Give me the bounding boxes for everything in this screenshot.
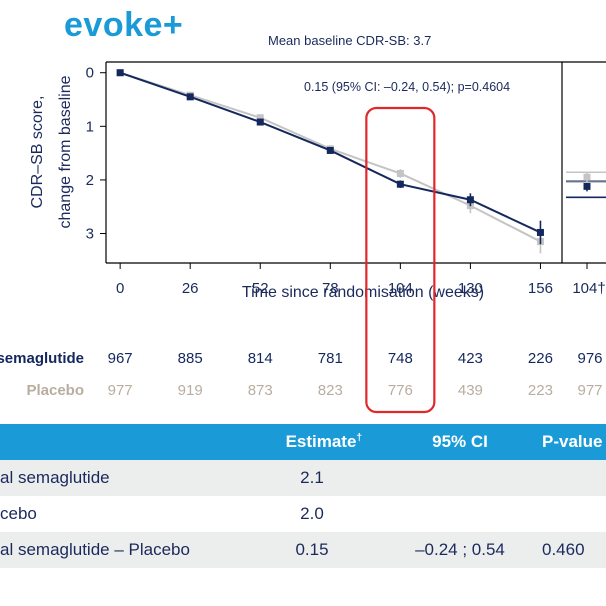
- x-tick-label: 156: [528, 280, 553, 297]
- x-tick-label: 104†: [572, 280, 605, 297]
- side-data-point: [583, 173, 591, 181]
- y-tick-label: 1: [86, 118, 94, 135]
- data-point: [186, 93, 194, 101]
- row-label: al semaglutide: [0, 460, 232, 496]
- at-risk-value: 823: [318, 382, 343, 399]
- at-risk-value: 885: [178, 350, 203, 367]
- at-risk-value: 967: [108, 350, 133, 367]
- at-risk-row-label: Placebo: [26, 382, 84, 399]
- row-label: cebo: [0, 496, 232, 532]
- table-header-estimate: Estimate†: [232, 424, 392, 460]
- data-point: [466, 196, 474, 204]
- data-point: [396, 169, 404, 177]
- x-tick-label: 0: [116, 280, 124, 297]
- at-risk-value: 977: [577, 382, 602, 399]
- at-risk-value: 748: [388, 350, 413, 367]
- at-risk-value: 776: [388, 382, 413, 399]
- row-label: al semaglutide – Placebo: [0, 532, 232, 568]
- row-pvalue: 0.460: [528, 532, 606, 568]
- row-ci: [392, 460, 528, 496]
- at-risk-value: 439: [458, 382, 483, 399]
- data-point: [326, 146, 334, 154]
- table-header-pvalue: P-value: [528, 424, 606, 460]
- data-point: [116, 69, 124, 77]
- x-tick-label: 26: [182, 280, 199, 297]
- x-tick-label: 104: [388, 280, 413, 297]
- row-ci: [392, 496, 528, 532]
- table-row: al semaglutide 2.1: [0, 460, 606, 496]
- side-data-point: [583, 182, 591, 190]
- at-risk-row-label: semaglutide: [0, 350, 84, 367]
- brand-title: evoke+: [64, 6, 184, 44]
- y-tick-label: 3: [86, 226, 94, 243]
- y-tick-label: 0: [86, 65, 94, 82]
- at-risk-value: 873: [248, 382, 273, 399]
- at-risk-value: 781: [318, 350, 343, 367]
- row-estimate: 2.0: [232, 496, 392, 532]
- highlight-box: [365, 106, 436, 414]
- series-line-placebo: [119, 71, 541, 243]
- at-risk-value: 226: [528, 350, 553, 367]
- at-risk-value: 223: [528, 382, 553, 399]
- table-row: al semaglutide – Placebo 0.15 –0.24 ; 0.…: [0, 532, 606, 568]
- line-chart: CDR–SB score, change from baseline Time …: [0, 61, 606, 414]
- table-header-ci: 95% CI: [392, 424, 528, 460]
- row-pvalue: [528, 496, 606, 532]
- table-row: cebo 2.0: [0, 496, 606, 532]
- x-tick-label: 130: [458, 280, 483, 297]
- at-risk-value: 814: [248, 350, 273, 367]
- row-ci: –0.24 ; 0.54: [392, 532, 528, 568]
- at-risk-value: 977: [108, 382, 133, 399]
- y-axis-title-line2: change from baseline: [57, 75, 74, 228]
- y-axis-title-line1: CDR–SB score,: [29, 96, 46, 209]
- at-risk-value: 919: [178, 382, 203, 399]
- chart-subtitle: Mean baseline CDR-SB: 3.7: [268, 33, 432, 48]
- x-tick-label: 78: [322, 280, 339, 297]
- at-risk-value: 423: [458, 350, 483, 367]
- data-point: [536, 228, 544, 236]
- x-axis-title: Time since randomisation (weeks): [242, 284, 484, 301]
- data-point: [396, 180, 404, 188]
- row-estimate: 0.15: [232, 532, 392, 568]
- y-tick-label: 2: [86, 172, 94, 189]
- ci-annotation: 0.15 (95% CI: –0.24, 0.54); p=0.4604: [304, 80, 510, 94]
- data-point: [256, 114, 264, 122]
- data-point: [256, 118, 264, 126]
- x-tick-label: 52: [252, 280, 269, 297]
- row-estimate: 2.1: [232, 460, 392, 496]
- table-header-empty: [0, 424, 232, 460]
- at-risk-value: 976: [577, 350, 602, 367]
- row-pvalue: [528, 460, 606, 496]
- results-table: Estimate† 95% CI P-value al semaglutide …: [0, 424, 606, 568]
